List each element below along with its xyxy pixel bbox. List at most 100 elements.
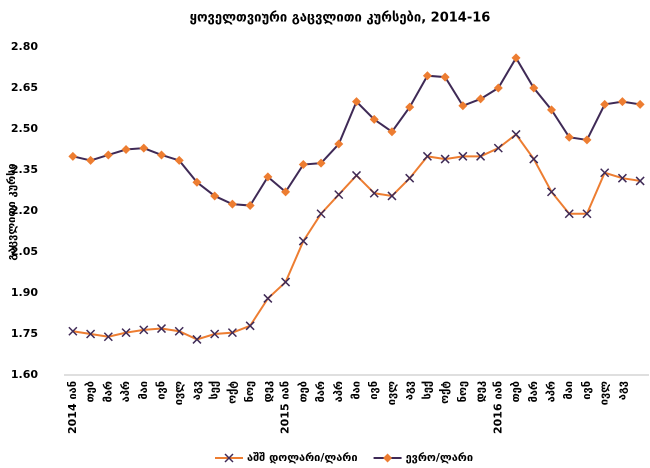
marker	[139, 143, 149, 153]
x-tick-label: სექ	[420, 381, 433, 400]
marker	[387, 127, 397, 137]
marker	[600, 99, 610, 109]
series-line	[72, 133, 641, 341]
marker	[281, 187, 291, 197]
marker	[564, 132, 574, 142]
x-tick-label: მაი	[562, 381, 575, 400]
marker	[600, 168, 610, 178]
y-tick-label: 2.80	[11, 40, 38, 53]
marker	[440, 154, 450, 164]
marker	[547, 105, 556, 115]
marker	[298, 160, 308, 170]
marker	[529, 154, 539, 164]
marker	[86, 155, 96, 165]
marker	[121, 328, 131, 338]
marker	[334, 139, 344, 149]
marker	[369, 188, 379, 198]
marker	[405, 173, 415, 183]
x-tick-label: 2015 იან	[279, 381, 292, 434]
marker	[210, 329, 220, 339]
marker	[334, 190, 344, 200]
marker	[121, 145, 131, 154]
x-tick-label: აგვ	[403, 381, 416, 400]
legend-marker	[383, 453, 393, 463]
marker	[529, 83, 539, 93]
marker	[157, 150, 166, 160]
legend-label: აშშ დოლარი/ლარი	[247, 451, 358, 464]
marker	[68, 326, 78, 336]
marker	[422, 151, 432, 161]
marker	[103, 150, 113, 160]
x-tick-label: ივლ	[385, 381, 398, 405]
x-tick-label: აპრ	[332, 381, 345, 402]
x-tick-label: მაი	[137, 381, 150, 400]
x-tick-label: აპრ	[119, 381, 132, 402]
x-tick-label: ივნ	[155, 381, 168, 400]
x-tick-label: მარ	[101, 381, 114, 402]
x-tick-label: ივლ	[172, 381, 185, 405]
x-tick-label: ივლ	[598, 381, 611, 405]
x-tick-label: აგვ	[190, 381, 203, 400]
y-tick-label: 1.60	[11, 368, 38, 381]
marker	[387, 191, 397, 201]
marker	[369, 114, 379, 124]
marker	[245, 201, 255, 211]
x-tick-label: მაი	[350, 381, 363, 400]
marker	[511, 129, 521, 139]
marker	[352, 97, 361, 107]
marker	[405, 102, 415, 112]
marker	[316, 209, 326, 219]
marker	[316, 158, 326, 168]
marker	[263, 172, 273, 182]
x-tick-label: ივნ	[580, 381, 593, 400]
marker	[68, 151, 78, 161]
marker	[635, 176, 645, 186]
y-tick-label: 1.75	[11, 327, 38, 340]
marker	[174, 326, 184, 336]
x-tick-label: სექ	[208, 381, 221, 400]
marker	[582, 209, 592, 219]
x-tick-label: დეკ	[474, 381, 487, 402]
marker	[263, 293, 273, 303]
marker	[210, 191, 220, 201]
x-tick-label: თებ	[84, 381, 97, 402]
marker	[192, 177, 202, 187]
series-line	[72, 55, 641, 207]
legend-label: ევრო/ლარი	[406, 451, 474, 464]
x-tick-label: 2014 იან	[66, 381, 79, 434]
x-tick-label: ნოე	[456, 381, 469, 402]
x-tick-label: დეკ	[261, 381, 274, 402]
x-tick-label: 2016 იან	[491, 381, 504, 434]
marker	[192, 334, 202, 344]
marker	[617, 173, 627, 183]
marker	[617, 97, 627, 107]
x-tick-label: თებ	[296, 381, 309, 402]
marker	[458, 101, 468, 111]
x-tick-label: აპრ	[545, 381, 558, 402]
y-tick-label: 2.20	[11, 204, 38, 217]
marker	[227, 328, 237, 338]
marker	[245, 321, 255, 331]
marker	[298, 236, 308, 246]
marker	[458, 151, 468, 161]
y-tick-label: 2.65	[11, 81, 38, 94]
marker	[139, 325, 149, 335]
marker	[493, 83, 503, 93]
marker	[174, 155, 184, 165]
x-tick-label: ნოე	[243, 381, 256, 402]
y-tick-label: 2.50	[11, 122, 38, 135]
marker	[103, 332, 113, 342]
marker	[351, 170, 362, 180]
x-tick-label: მარ	[314, 381, 327, 402]
marker	[156, 324, 167, 334]
marker	[86, 329, 96, 339]
marker	[422, 71, 432, 81]
chart-title: ყოველთვიური გაცვლითი კურსები, 2014-16	[190, 11, 491, 26]
y-tick-label: 2.05	[11, 245, 38, 258]
x-tick-label: თებ	[509, 381, 522, 402]
marker	[476, 94, 486, 104]
x-tick-label: აგვ	[615, 381, 628, 400]
marker	[476, 151, 486, 161]
x-tick-label: მარ	[527, 381, 540, 402]
